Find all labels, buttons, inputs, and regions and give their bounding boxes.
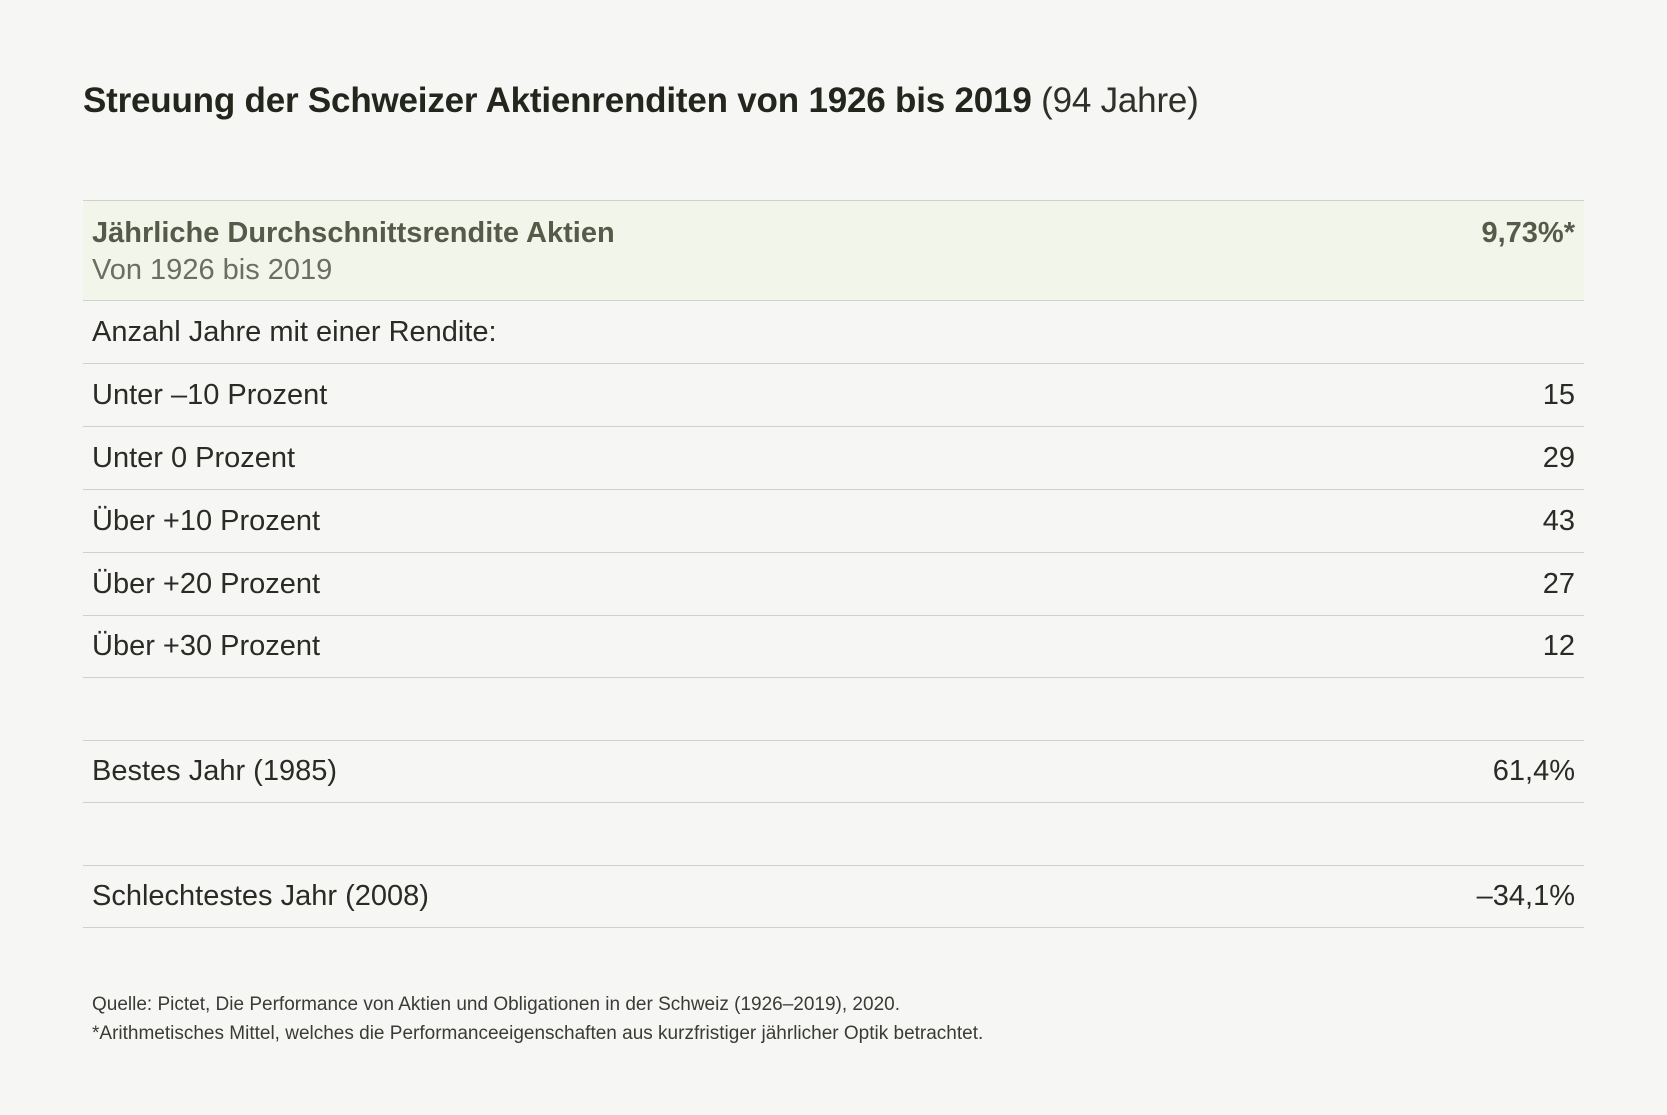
row-spacer — [83, 678, 1584, 740]
row-value: 15 — [1542, 378, 1575, 411]
row-value: 29 — [1542, 441, 1575, 474]
source-note: Quelle: Pictet, Die Performance von Akti… — [92, 994, 900, 1015]
page-title: Streuung der Schweizer Aktienrenditen vo… — [83, 76, 1199, 126]
row-spacer — [83, 803, 1584, 865]
table-row: Über +30 Prozent 12 — [83, 615, 1584, 678]
average-return-value: 9,73%* — [1481, 217, 1575, 249]
section-label-row: Anzahl Jahre mit einer Rendite: — [83, 300, 1584, 363]
worst-year-row: Schlechtestes Jahr (2008) –34,1% — [83, 865, 1584, 928]
average-return-labels: Jährliche Durchschnittsrendite Aktien Vo… — [92, 215, 615, 289]
table-row: Über +10 Prozent 43 — [83, 489, 1584, 552]
table-row: Über +20 Prozent 27 — [83, 552, 1584, 615]
row-value: 12 — [1542, 630, 1575, 662]
best-year-row: Bestes Jahr (1985) 61,4% — [83, 740, 1584, 803]
best-year-value: 61,4% — [1492, 755, 1575, 787]
worst-year-value: –34,1% — [1476, 880, 1575, 912]
returns-table: Jährliche Durchschnittsrendite Aktien Vo… — [83, 200, 1584, 928]
section-label: Anzahl Jahre mit einer Rendite: — [92, 315, 497, 348]
row-label: Über +30 Prozent — [92, 630, 321, 662]
best-year-label: Bestes Jahr (1985) — [92, 755, 338, 787]
table-row: Unter –10 Prozent 15 — [83, 363, 1584, 426]
average-return-row: Jährliche Durchschnittsrendite Aktien Vo… — [83, 200, 1584, 300]
table-row: Unter 0 Prozent 29 — [83, 426, 1584, 489]
average-return-period: Von 1926 bis 2019 — [92, 254, 333, 286]
average-return-label: Jährliche Durchschnittsrendite Aktien — [92, 217, 615, 249]
row-label: Über +10 Prozent — [92, 504, 321, 537]
row-label: Unter –10 Prozent — [92, 378, 328, 411]
row-label: Unter 0 Prozent — [92, 441, 296, 474]
row-value: 27 — [1542, 567, 1575, 600]
title-suffix: (94 Jahre) — [1041, 81, 1199, 120]
asterisk-note: *Arithmetisches Mittel, welches die Perf… — [92, 1023, 984, 1044]
title-main: Streuung der Schweizer Aktienrenditen vo… — [83, 81, 1032, 120]
row-label: Über +20 Prozent — [92, 567, 321, 600]
footnotes: Quelle: Pictet, Die Performance von Akti… — [92, 990, 983, 1048]
worst-year-label: Schlechtestes Jahr (2008) — [92, 880, 429, 912]
row-value: 43 — [1542, 504, 1575, 537]
